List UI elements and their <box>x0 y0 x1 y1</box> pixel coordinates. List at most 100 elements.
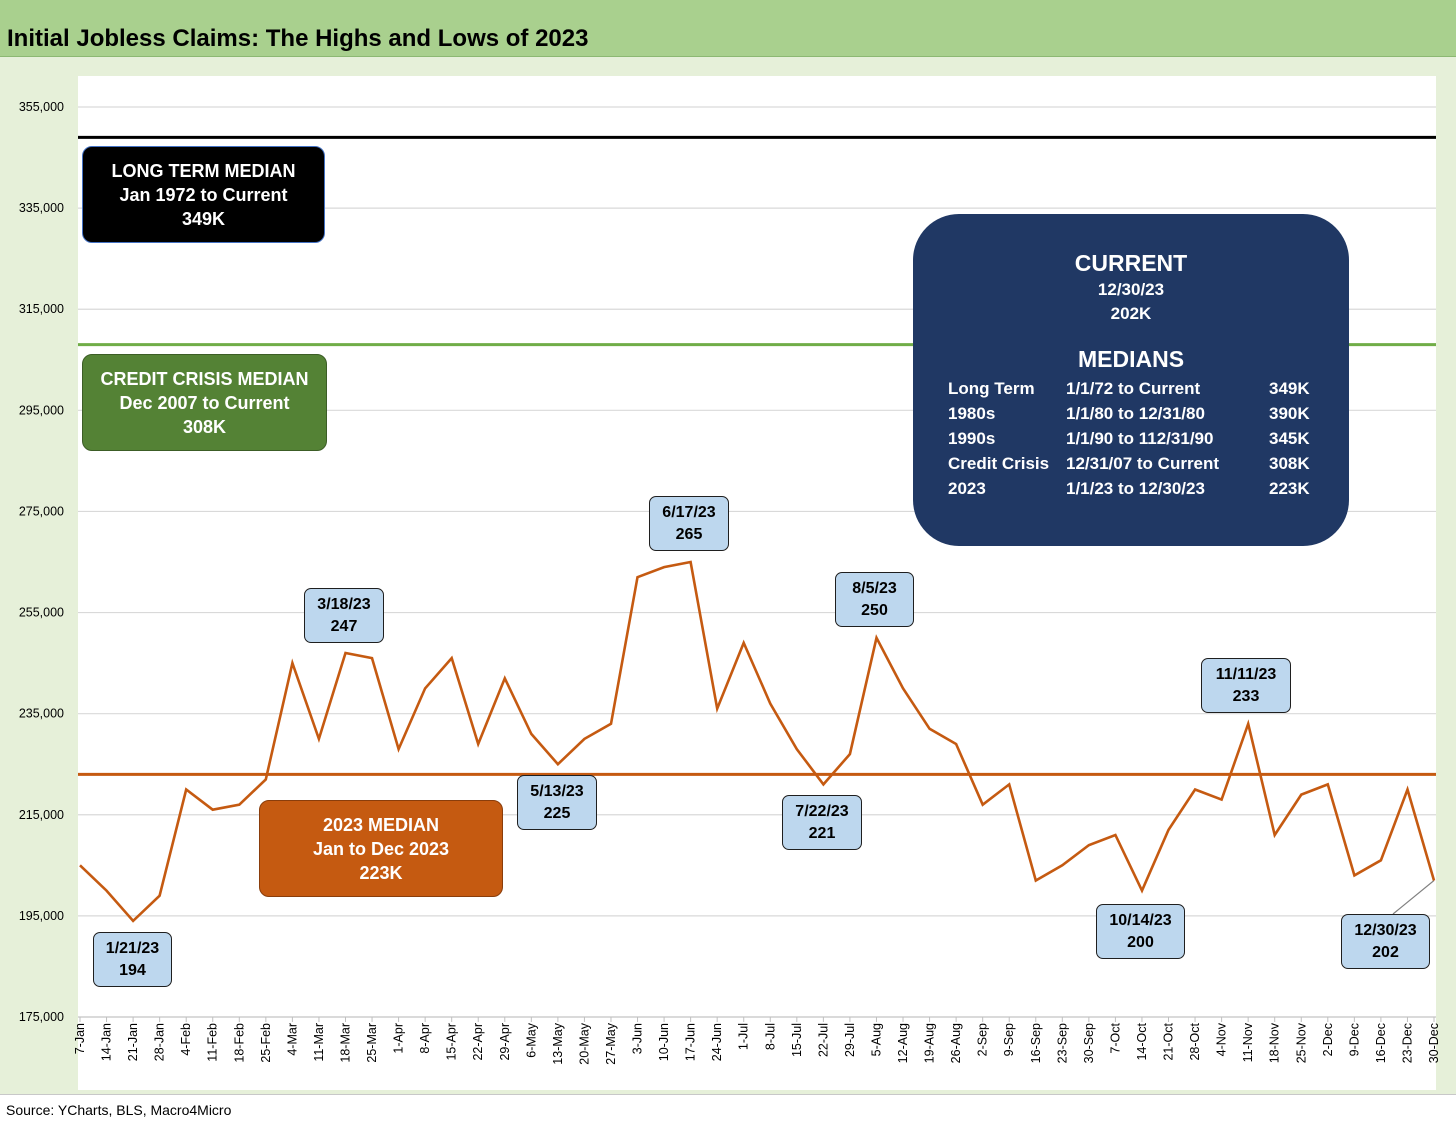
x-tick-label: 21-Jan <box>126 1023 140 1061</box>
y-tick-label: 175,000 <box>19 1010 64 1024</box>
x-tick-label: 19-Aug <box>923 1023 937 1063</box>
x-tick-label: 4-Mar <box>285 1023 299 1056</box>
source-bar: Source: YCharts, BLS, Macro4Micro <box>0 1094 1456 1128</box>
x-tick-label: 2-Sep <box>976 1023 990 1056</box>
source-note: Source: YCharts, BLS, Macro4Micro <box>6 1102 232 1118</box>
median-label: Credit Crisis <box>948 453 1050 473</box>
x-tick-label: 22-Jul <box>816 1023 830 1057</box>
callout-value: 250 <box>861 601 888 619</box>
median-label: 1980s <box>948 403 996 423</box>
callout-value: 202 <box>1372 943 1399 961</box>
x-tick-label: 8-Jul <box>763 1023 777 1050</box>
x-tick-label: 1-Apr <box>392 1023 406 1054</box>
x-tick-label: 21-Oct <box>1162 1022 1176 1060</box>
median-value: 345K <box>1269 428 1310 448</box>
x-tick-label: 9-Sep <box>1002 1023 1016 1056</box>
medians-row: 2023 1/1/23 to 12/30/23 223K <box>948 476 1314 501</box>
callout-may13: 5/13/23 225 <box>517 775 597 830</box>
y-tick-label: 235,000 <box>19 707 64 721</box>
x-tick-label: 17-Jun <box>684 1023 698 1061</box>
x-tick-label: 2-Dec <box>1321 1023 1335 1056</box>
medians-table: Long Term 1/1/72 to Current 349K 1980s 1… <box>948 376 1314 501</box>
y-tick-label: 275,000 <box>19 504 64 518</box>
callout-value: 200 <box>1127 933 1154 951</box>
callout-date: 10/14/23 <box>1109 911 1172 929</box>
median-2023-value: 223K <box>359 862 403 883</box>
x-tick-label: 25-Nov <box>1294 1022 1308 1063</box>
credit-crisis-median-period: Dec 2007 to Current <box>119 392 290 413</box>
x-tick-label: 5-Aug <box>869 1023 883 1056</box>
credit-crisis-median-title: CREDIT CRISIS MEDIAN <box>100 368 309 389</box>
x-tick-label: 23-Dec <box>1400 1023 1414 1063</box>
x-tick-label: 25-Feb <box>259 1023 273 1063</box>
median-value: 349K <box>1269 378 1310 398</box>
medians-row: Long Term 1/1/72 to Current 349K <box>948 376 1314 401</box>
x-tick-label: 26-Aug <box>949 1023 963 1063</box>
x-tick-label: 8-Apr <box>418 1023 432 1054</box>
x-tick-label: 18-Mar <box>338 1023 352 1063</box>
median-range: 1/1/72 to Current <box>1066 378 1201 398</box>
x-tick-label: 30-Sep <box>1082 1023 1096 1063</box>
y-tick-label: 315,000 <box>19 302 64 316</box>
median-value: 390K <box>1269 403 1310 423</box>
median-label: 1990s <box>948 428 996 448</box>
x-tick-label: 14-Jan <box>100 1023 114 1061</box>
current-value: 202K <box>1110 304 1152 323</box>
y-tick-label: 195,000 <box>19 909 64 923</box>
callout-date: 1/21/23 <box>105 939 160 957</box>
callout-nov11: 11/11/23 233 <box>1201 658 1291 713</box>
callout-date: 12/30/23 <box>1354 921 1417 939</box>
x-tick-label: 24-Jun <box>710 1023 724 1061</box>
median-value: 308K <box>1269 453 1310 473</box>
x-tick-label: 25-Mar <box>365 1023 379 1063</box>
credit-crisis-median-value: 308K <box>182 416 227 437</box>
callout-date: 6/17/23 <box>662 503 716 521</box>
median-label: Long Term <box>948 378 1035 398</box>
y-tick-label: 215,000 <box>19 808 64 822</box>
median-value: 223K <box>1269 478 1310 498</box>
callout-jul22: 7/22/23 221 <box>782 795 862 850</box>
title-bar: Initial Jobless Claims: The Highs and Lo… <box>0 0 1456 57</box>
y-tick-label: 255,000 <box>19 606 64 620</box>
callout-value: 221 <box>808 824 836 842</box>
callout-date: 11/11/23 <box>1215 665 1277 683</box>
x-tick-label: 20-May <box>577 1022 591 1064</box>
callout-value: 194 <box>119 961 146 979</box>
long-term-median-title: LONG TERM MEDIAN <box>111 160 296 181</box>
callout-value: 265 <box>675 525 703 543</box>
x-tick-label: 1-Jul <box>737 1023 751 1050</box>
median-range: 1/1/90 to 112/31/90 <box>1066 428 1214 448</box>
x-tick-label: 23-Sep <box>1055 1023 1069 1063</box>
callout-dec30: 12/30/23 202 <box>1341 914 1430 969</box>
x-tick-label: 14-Oct <box>1135 1022 1149 1060</box>
series-line <box>79 560 1436 923</box>
callout-value: 233 <box>1232 687 1260 705</box>
long-term-median-value: 349K <box>181 208 226 229</box>
x-tick-label: 16-Sep <box>1029 1023 1043 1063</box>
x-tick-label: 22-Apr <box>471 1023 485 1061</box>
current-date: 12/30/23 <box>1097 280 1165 299</box>
x-tick-label: 18-Nov <box>1268 1022 1282 1063</box>
medians-row: 1980s 1/1/80 to 12/31/80 390K <box>948 401 1314 426</box>
x-tick-label: 15-Apr <box>445 1023 459 1061</box>
x-tick-label: 27-May <box>604 1022 618 1064</box>
y-tick-label: 295,000 <box>19 403 64 417</box>
y-tick-label: 335,000 <box>19 201 64 215</box>
x-tick-label: 15-Jul <box>790 1023 804 1057</box>
callout-value: 247 <box>330 617 358 635</box>
x-tick-label: 4-Nov <box>1215 1022 1229 1056</box>
callout-leader-line <box>1392 880 1435 915</box>
median-2023-period: Jan to Dec 2023 <box>312 838 450 859</box>
x-tick-label: 3-Jun <box>631 1023 645 1054</box>
x-tick-label: 7-Oct <box>1108 1022 1122 1053</box>
x-tick-label: 29-Apr <box>498 1023 512 1061</box>
x-tick-label: 9-Dec <box>1347 1023 1361 1056</box>
current-heading: CURRENT <box>1074 250 1188 276</box>
callout-mar18: 3/18/23 247 <box>304 588 384 643</box>
median-2023-title: 2023 MEDIAN <box>322 814 440 835</box>
median-range: 1/1/23 to 12/30/23 <box>1066 478 1205 498</box>
callout-jan21: 1/21/23 194 <box>93 932 172 987</box>
current-medians-box: CURRENT 12/30/23 202K MEDIANS Long Term … <box>913 214 1349 546</box>
x-tick-label: 12-Aug <box>896 1023 910 1063</box>
